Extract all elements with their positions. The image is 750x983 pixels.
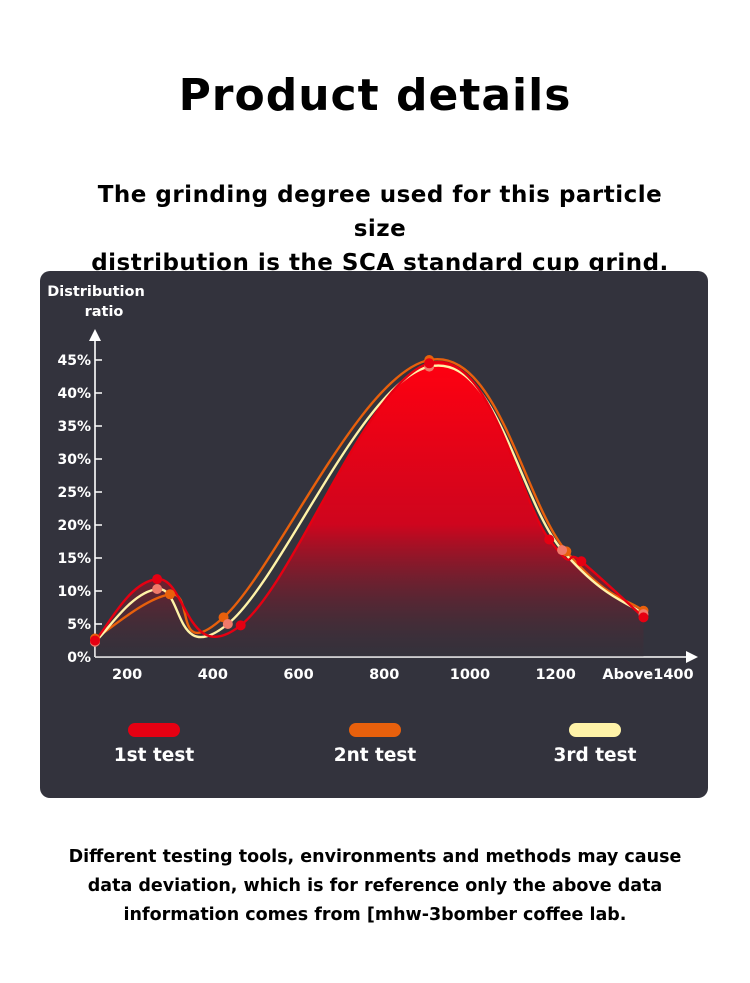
- legend-swatch-2: [349, 723, 401, 737]
- disclaimer-note: Different testing tools, environments an…: [50, 843, 700, 930]
- x-tick-label: 600: [283, 667, 313, 683]
- disclaimer-line-3: information comes from [mhw-3bomber coff…: [123, 905, 627, 925]
- data-point-series-1: [90, 635, 100, 646]
- y-tick-label: 30%: [57, 452, 91, 468]
- legend-label-2: 2nt test: [334, 745, 417, 766]
- x-axis-arrow: [686, 651, 698, 663]
- data-point-series-3: [152, 584, 163, 595]
- y-tick-label: 40%: [57, 386, 91, 402]
- data-point-series-1: [638, 612, 649, 623]
- distribution-chart: Distribution ratio 0% 5% 10% 15% 20% 25% 30% 35…: [47, 284, 698, 766]
- x-tick-label: Above1400: [602, 667, 693, 683]
- y-tick-label: 35%: [57, 419, 91, 435]
- legend-label-1: 1st test: [114, 745, 195, 766]
- data-point-series-1: [544, 534, 555, 545]
- y-tick-label: 10%: [57, 584, 91, 600]
- y-axis-label-line-1: Distribution: [47, 284, 145, 300]
- y-tick-label: 20%: [57, 518, 91, 534]
- disclaimer-line-1: Different testing tools, environments an…: [68, 847, 682, 867]
- data-point-series-1: [235, 620, 246, 631]
- y-tick-label: 45%: [57, 353, 91, 369]
- data-point-series-3: [222, 619, 233, 629]
- chart-panel: Distribution ratio 0% 5% 10% 15% 20% 25% 30% 35…: [40, 271, 708, 798]
- subtitle-line-1: The grinding degree used for this partic…: [97, 182, 663, 242]
- data-point-series-3: [557, 545, 568, 556]
- legend-swatch-3: [569, 723, 621, 737]
- y-tick-label: 5%: [67, 617, 91, 633]
- legend-swatch-1: [128, 723, 180, 737]
- page-title: Product details: [178, 70, 572, 121]
- y-tick-label: 15%: [57, 551, 91, 567]
- disclaimer-line-2: data deviation, which is for reference o…: [87, 876, 663, 896]
- y-tick-label: 25%: [57, 485, 91, 501]
- x-tick-label: 800: [369, 667, 399, 683]
- y-tick-label: 0%: [67, 650, 91, 666]
- y-axis-label-line-2: ratio: [85, 304, 124, 320]
- data-point-series-1: [152, 574, 163, 585]
- x-tick-label: 1000: [450, 667, 490, 683]
- page-subtitle: The grinding degree used for this partic…: [80, 178, 680, 280]
- series-line-1: [94, 360, 645, 642]
- data-point-series-1: [424, 358, 435, 369]
- y-axis-arrow: [89, 329, 101, 341]
- data-point-series-1: [576, 556, 587, 567]
- area-fill-1st-test: [95, 361, 644, 657]
- x-tick-label: 1200: [535, 667, 575, 683]
- data-point-series-2: [164, 589, 175, 600]
- legend-label-3: 3rd test: [554, 745, 637, 766]
- x-tick-label: 200: [112, 667, 142, 683]
- x-tick-label: 400: [198, 667, 228, 683]
